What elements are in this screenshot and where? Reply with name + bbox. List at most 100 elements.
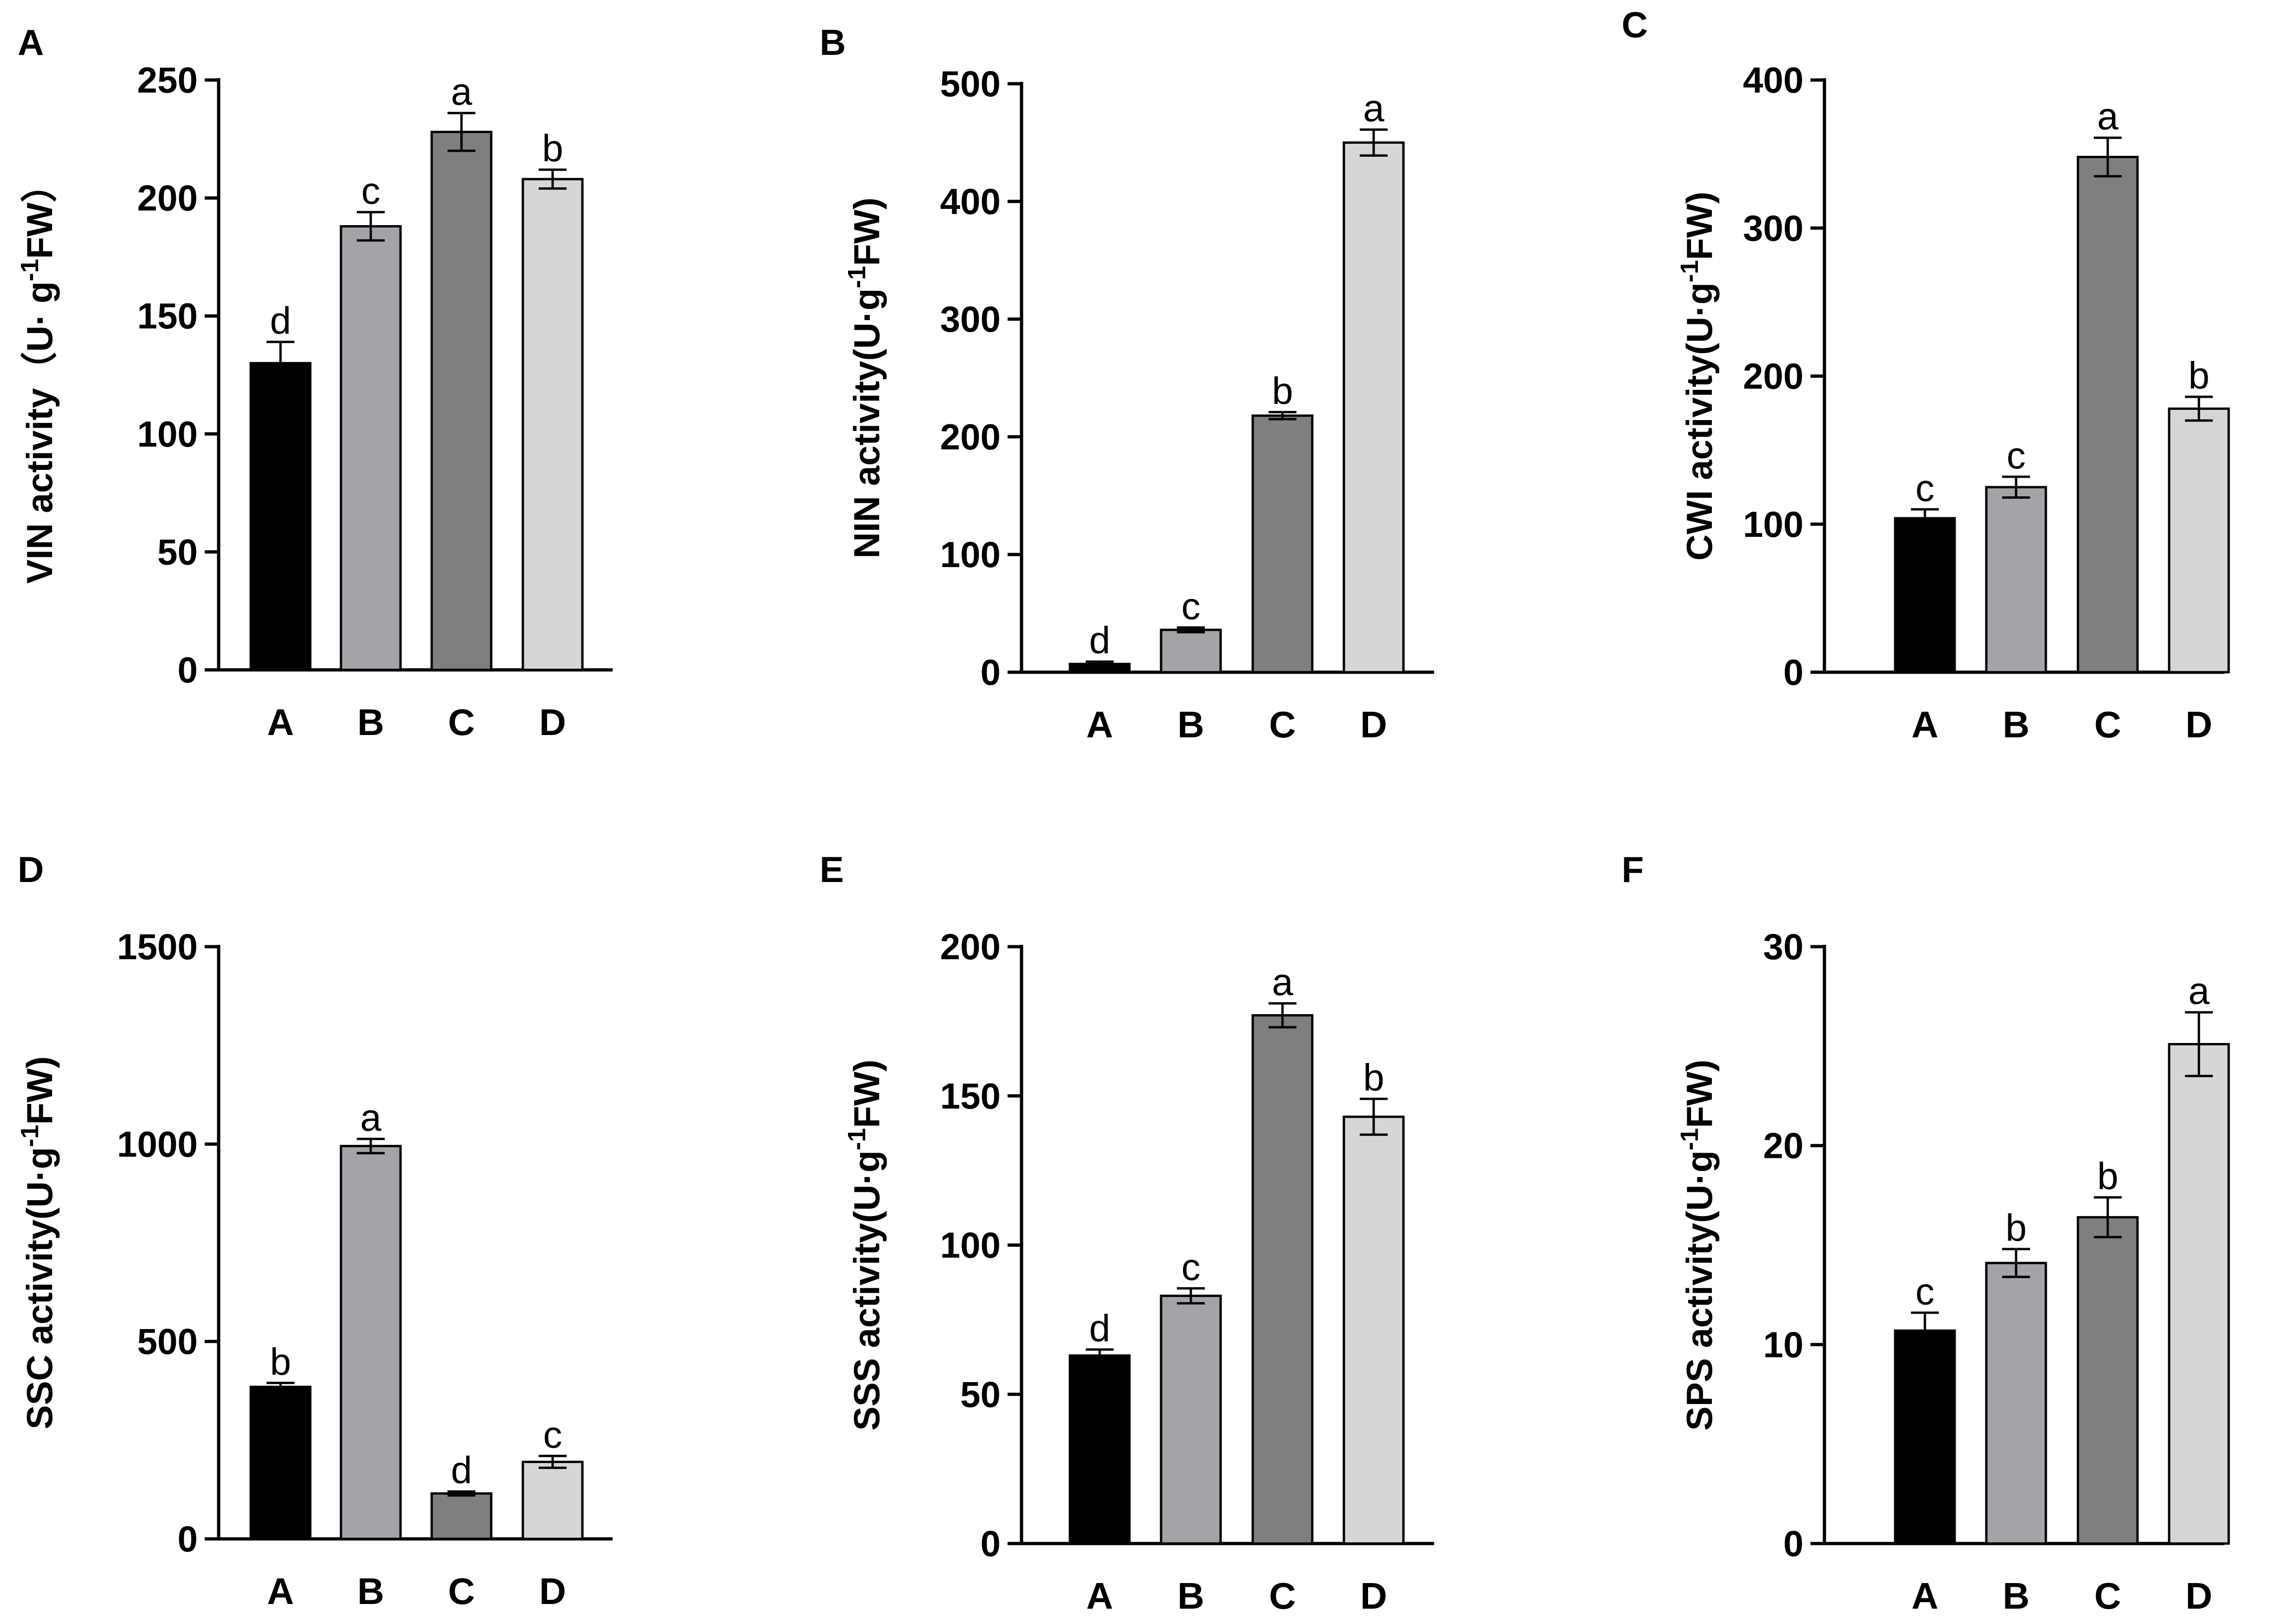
significance-letter: c <box>2007 434 2026 477</box>
y-tick-label: 300 <box>1743 207 1803 248</box>
y-tick-label: 100 <box>137 414 198 454</box>
error-bar-B <box>1177 1287 1205 1305</box>
y-axis-title: SSS activity(U·g-1FW) <box>843 1060 887 1431</box>
error-bar-D <box>1360 128 1388 157</box>
x-category-label: D <box>539 702 566 743</box>
error-bar-A <box>1911 1311 1939 1350</box>
significance-letter: d <box>270 300 291 342</box>
bar-D <box>521 178 584 671</box>
error-bar-A <box>1086 1348 1114 1363</box>
bar-B <box>340 1145 402 1540</box>
x-category-label: C <box>1269 1575 1296 1617</box>
bar-C <box>430 1492 493 1540</box>
x-category-label: A <box>267 1571 294 1612</box>
y-tick-label: 0 <box>178 649 198 690</box>
x-category-label: A <box>1086 704 1113 745</box>
error-bar-A <box>267 341 294 386</box>
y-tick-label: 1500 <box>117 926 198 967</box>
y-tick-label: 30 <box>1763 926 1803 967</box>
bar-A <box>1894 517 1956 674</box>
significance-letter: c <box>1916 1270 1935 1313</box>
y-axis-title: SPS activity(U·g-1FW) <box>1676 1060 1720 1431</box>
error-bar-B <box>1177 626 1205 634</box>
error-bar-D <box>2185 395 2213 422</box>
panel-label: E <box>820 849 844 890</box>
y-tick-label: 10 <box>1763 1324 1803 1365</box>
bar-D <box>2168 1043 2230 1545</box>
bar-B <box>1160 1295 1222 1545</box>
y-tick-label: 500 <box>940 63 1001 104</box>
panel-label: A <box>18 22 44 63</box>
panel-label: F <box>1622 849 1644 890</box>
x-category-label: D <box>1360 704 1387 745</box>
x-category-label: B <box>2003 1575 2030 1617</box>
x-category-label: A <box>267 702 294 743</box>
y-tick-label: 50 <box>960 1374 1001 1415</box>
chart-panel-D: D 0 500 1000 1500 SSC activity(U·g-1FW) b Aa Bd C… <box>16 849 613 1612</box>
y-tick-label: 0 <box>981 1523 1001 1564</box>
y-axis-title: VIN activity（U· g-1FW） <box>16 166 60 583</box>
y-tick-label: 100 <box>1743 504 1803 545</box>
significance-letter: b <box>1272 370 1293 412</box>
x-category-label: B <box>2003 704 2030 745</box>
chart-panel-F: F 0 10 20 30 SPS activity(U·g-1FW) c Ab Bb Ca D <box>1622 849 2230 1617</box>
y-tick-label: 200 <box>137 178 198 219</box>
error-bar-C <box>2094 136 2122 178</box>
y-tick-label: 0 <box>981 652 1001 693</box>
bar-A <box>249 362 312 671</box>
bar-D <box>521 1461 584 1540</box>
x-category-label: D <box>2185 1575 2212 1617</box>
error-bar-A <box>1086 660 1114 668</box>
y-axis-title: CWI activity(U·g-1FW) <box>1676 192 1720 561</box>
significance-letter: c <box>543 1414 562 1456</box>
y-tick-label: 200 <box>1743 356 1803 397</box>
significance-letter: b <box>1363 1056 1384 1099</box>
y-tick-label: 0 <box>1783 1523 1803 1564</box>
y-tick-label: 100 <box>940 1225 1001 1266</box>
x-category-label: A <box>1911 1575 1938 1617</box>
y-tick-label: 400 <box>940 181 1001 222</box>
y-axis-title: NIN activity(U·g-1FW) <box>843 198 887 559</box>
y-axis-title: SSC activity(U·g-1FW) <box>16 1056 60 1429</box>
significance-letter: a <box>2097 95 2118 138</box>
error-bar-C <box>1269 411 1296 421</box>
bar-B <box>1160 628 1222 674</box>
significance-letter: d <box>1089 619 1110 662</box>
bar-C <box>1251 1014 1314 1545</box>
y-tick-label: 20 <box>1763 1125 1803 1166</box>
x-category-label: C <box>1269 704 1296 745</box>
chart-panel-C: C 0 100 200 300 400 CWI activity(U·g-1FW) c Ac Ba… <box>1622 4 2230 745</box>
x-category-label: B <box>1177 704 1204 745</box>
y-tick-label: 200 <box>940 926 1001 967</box>
bar-D <box>2168 408 2230 674</box>
y-tick-label: 100 <box>940 534 1001 575</box>
chart-panel-E: E 0 50 100 150 200 SSS activity(U·g-1FW) d Ac Ba C… <box>820 849 1434 1617</box>
significance-letter: b <box>270 1341 291 1383</box>
x-category-label: D <box>1360 1575 1387 1617</box>
error-bar-D <box>2185 1011 2213 1077</box>
significance-letter: d <box>451 1449 472 1491</box>
error-bar-D <box>539 1455 567 1469</box>
x-category-label: C <box>448 1571 475 1612</box>
panel-label: D <box>18 849 44 890</box>
significance-letter: c <box>1916 467 1935 509</box>
significance-letter: d <box>1089 1307 1110 1350</box>
panel-label: B <box>820 22 846 63</box>
error-bar-B <box>2002 1248 2030 1278</box>
bar-B <box>340 225 402 671</box>
x-category-label: D <box>2185 704 2212 745</box>
x-category-label: C <box>2094 704 2121 745</box>
y-tick-label: 0 <box>1783 652 1803 693</box>
bar-A <box>1894 1329 1956 1545</box>
significance-letter: b <box>542 127 563 170</box>
error-bar-B <box>2002 475 2030 499</box>
error-bar-A <box>267 1382 294 1392</box>
significance-letter: c <box>1182 1246 1201 1289</box>
significance-letter: a <box>2188 970 2210 1012</box>
significance-letter: a <box>360 1096 381 1139</box>
y-tick-label: 50 <box>157 531 198 572</box>
significance-letter: b <box>2188 354 2210 397</box>
chart-panel-B: B 0 100 200 300 400 500 NIN activity(U·g-1FW) d A… <box>820 22 1434 745</box>
significance-letter: a <box>1363 87 1384 130</box>
